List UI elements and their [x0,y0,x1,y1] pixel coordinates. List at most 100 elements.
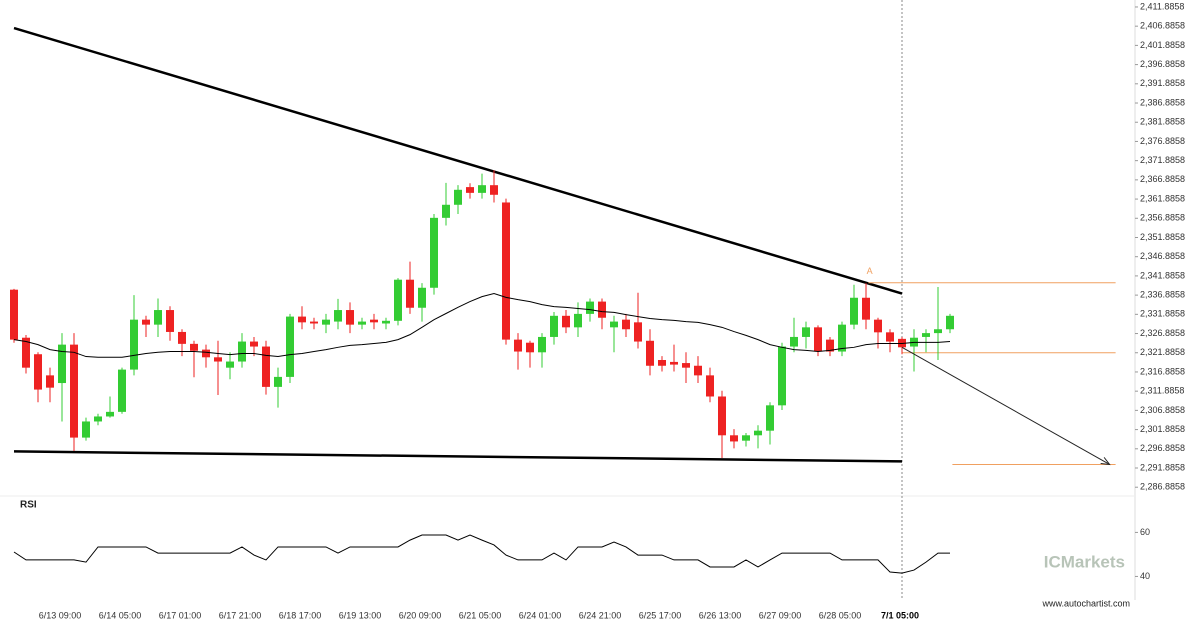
candle-body [190,343,198,351]
rsi-title: RSI [20,500,37,511]
y-tick-label: 2,371.8858 [1140,155,1185,165]
trend-line [13,26,903,295]
candle-body [490,185,498,195]
watermark: ICMarkets [1044,552,1125,571]
candle-body [166,310,174,332]
x-tick-label: 6/14 05:00 [99,610,142,620]
y-tick-label: 2,381.8858 [1140,117,1185,127]
candle-body [574,313,582,328]
candle-body [790,336,798,347]
y-tick-label: 2,331.8858 [1140,309,1185,319]
candle-body [922,333,930,337]
candle-body [562,315,570,328]
candle-body [178,331,186,344]
candle-body [142,319,150,325]
x-tick-label: 6/27 09:00 [759,610,802,620]
candle-body [214,357,222,362]
candle-body [694,365,702,376]
candle-body [598,301,606,318]
candle-body [682,363,690,368]
candle-body [274,376,282,387]
x-tick-label: 6/13 09:00 [39,610,82,620]
x-tick-label: 6/18 17:00 [279,610,322,620]
annotation: A [867,266,873,276]
x-tick-label: 7/1 05:00 [881,610,919,620]
candle-body [742,435,750,441]
candle-body [862,297,870,320]
candle-body [106,411,114,417]
candle-body [454,189,462,205]
y-tick-label: 2,336.8858 [1140,289,1185,299]
y-tick-label: 2,351.8858 [1140,232,1185,242]
candle-body [418,287,426,308]
candle-body [94,416,102,422]
y-tick-label: 2,396.8858 [1140,59,1185,69]
candle-body [442,204,450,218]
y-tick-label: 2,306.8858 [1140,405,1185,415]
candle-body [646,340,654,366]
candle-body [526,342,534,353]
candle-body [58,344,66,384]
candle-body [226,361,234,368]
candle-body [250,341,258,347]
candle-body [202,349,210,358]
y-tick-label: 2,296.8858 [1140,443,1185,453]
candle-body [10,289,18,340]
y-tick-label: 2,376.8858 [1140,136,1185,146]
candle-body [670,361,678,365]
candle-body [334,310,342,322]
candle-body [322,319,330,325]
candle-body [502,202,510,340]
candle-body [730,435,738,442]
y-tick-label: 2,316.8858 [1140,366,1185,376]
candle-body [850,297,858,325]
candle-body [514,339,522,352]
candle-body [82,421,90,438]
y-tick-label: 2,391.8858 [1140,78,1185,88]
candle-body [358,321,366,325]
y-tick-label: 2,366.8858 [1140,174,1185,184]
candle-body [658,359,666,366]
candle-body [634,322,642,342]
x-tick-label: 6/17 21:00 [219,610,262,620]
candle-body [706,375,714,397]
candle-body [346,310,354,325]
candle-body [238,341,246,362]
x-tick-label: 6/28 05:00 [819,610,862,620]
moving-average [13,293,951,358]
candle-body [394,279,402,321]
candle-body [766,405,774,431]
candle-body [154,310,162,325]
candle-body [70,344,78,438]
candle-body [130,319,138,370]
candle-body [22,337,30,368]
y-tick-label: 2,341.8858 [1140,270,1185,280]
candle-body [586,301,594,314]
candle-body [934,329,942,334]
x-tick-label: 6/19 13:00 [339,610,382,620]
candle-body [118,369,126,412]
projection-arrow [901,346,1110,465]
y-tick-label: 2,286.8858 [1140,482,1185,492]
candle-body [754,430,762,436]
x-tick-label: 6/25 17:00 [639,610,682,620]
x-tick-label: 6/26 13:00 [699,610,742,620]
candle-body [814,327,822,352]
source: www.autochartist.com [1041,598,1130,608]
x-tick-label: 6/17 01:00 [159,610,202,620]
candle-body [826,339,834,352]
x-tick-label: 6/20 09:00 [399,610,442,620]
y-tick-label: 2,361.8858 [1140,193,1185,203]
x-tick-label: 6/21 05:00 [459,610,502,620]
candle-body [718,396,726,436]
trend-line [13,450,903,463]
candle-body [622,319,630,330]
x-tick-label: 6/24 01:00 [519,610,562,620]
candle-body [778,346,786,406]
y-tick-label: 2,291.8858 [1140,462,1185,472]
rsi-line [13,534,950,574]
arrow-head [1100,457,1111,466]
y-tick-label: 2,356.8858 [1140,213,1185,223]
y-tick-label: 40 [1140,571,1150,581]
